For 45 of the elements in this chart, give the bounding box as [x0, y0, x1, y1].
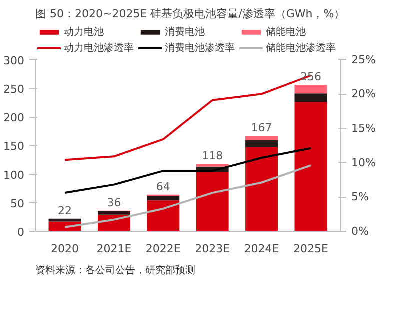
y2-tick-label: 0%	[352, 225, 369, 238]
legend-label: 动力电池渗透率	[64, 42, 134, 55]
y-tick-label: 250	[4, 82, 25, 96]
x-tick-label: 2023E	[195, 242, 230, 256]
legend-label: 储能电池渗透率	[266, 42, 336, 55]
total-label: 167	[251, 121, 272, 134]
x-tick-label: 2021E	[96, 242, 132, 256]
total-label: 22	[58, 204, 72, 218]
y-tick-label: 100	[4, 168, 25, 182]
x-tick-label: 2022E	[146, 242, 181, 256]
bar	[246, 140, 278, 148]
bar	[48, 218, 82, 222]
text: 资料来源：各公司公告，研究部预测	[36, 264, 196, 276]
y-tick-label: 150	[4, 140, 25, 154]
bar	[196, 164, 229, 167]
y2-tick-label: 5%	[352, 190, 369, 204]
y2-tick-label: 15%	[352, 122, 376, 135]
bar	[294, 102, 328, 232]
bar	[147, 196, 180, 201]
legend-label: 消费电池渗透率	[165, 42, 235, 55]
y-tick-label: 200	[4, 112, 25, 125]
bar	[294, 85, 328, 94]
total-label: 64	[156, 180, 170, 194]
y-tick-label: 300	[4, 54, 25, 68]
bar	[196, 172, 229, 232]
bar	[246, 147, 278, 232]
y2-tick-label: 20%	[352, 88, 376, 101]
total-label: 118	[202, 149, 224, 162]
bar	[98, 211, 130, 215]
legend-label: 储能电池	[266, 26, 307, 39]
legend-label: 消费电池	[165, 26, 206, 39]
x-tick-label: 2024E	[244, 242, 280, 256]
legend-label: 动力电池	[64, 26, 105, 39]
x-tick-label: 2025E	[294, 242, 329, 256]
y-tick-label: 0	[18, 226, 24, 239]
bar	[147, 200, 180, 232]
y-tick-label: 50	[10, 197, 25, 210]
line-series	[64, 147, 312, 194]
x-tick-label: 2020	[51, 242, 80, 256]
bar	[294, 94, 328, 102]
total-label: 36	[107, 196, 122, 210]
y2-tick-label: 10%	[352, 156, 376, 170]
chart-title: 图 50：2020~2025E 硅基负极电池容量/渗透率（GWh，%）	[36, 8, 346, 20]
y2-tick-label: 25%	[352, 53, 376, 66]
bar	[246, 136, 278, 141]
